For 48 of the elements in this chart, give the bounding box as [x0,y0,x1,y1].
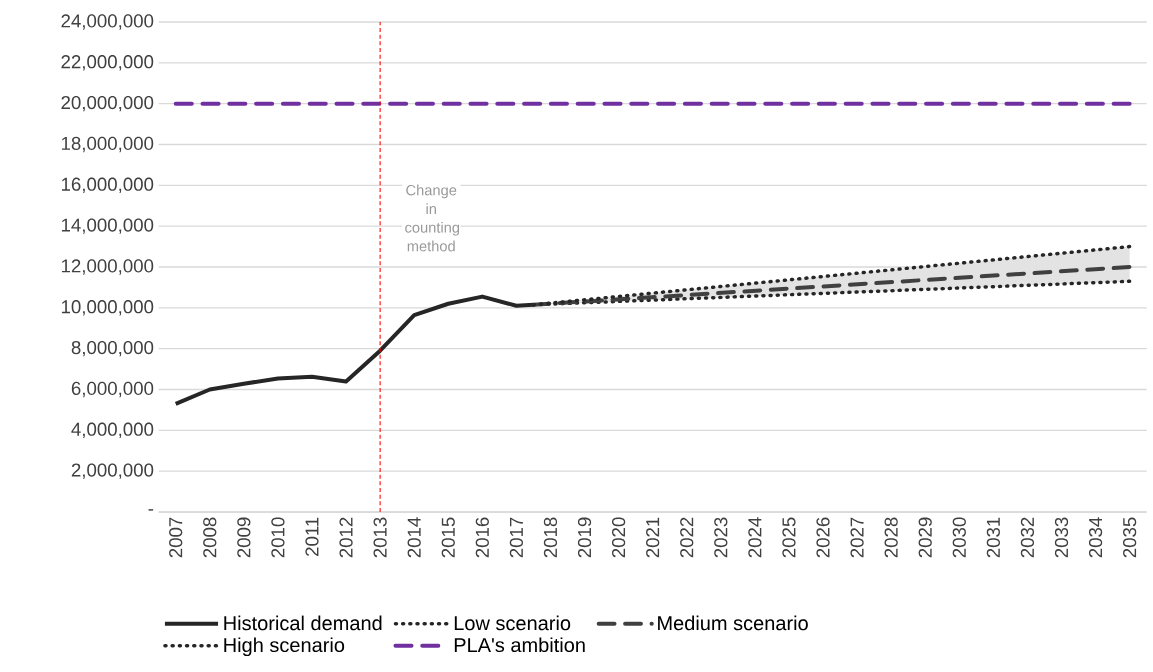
x-tick-label: 2018 [543,517,558,558]
x-tick-label: 2007 [169,517,183,558]
legend-label: Low scenario [454,615,571,631]
x-tick-label: 2017 [509,517,524,558]
ref-line-label: Change in counting method [405,184,460,252]
x-tick-label: 2024 [748,517,762,558]
y-tick-label: - [148,509,154,511]
x-tick-label: 2021 [646,517,660,558]
x-tick-label: 2013 [373,517,387,558]
y-tick-label: 18,000,000 [61,136,154,153]
x-tick-label: 2016 [475,517,489,558]
x-tick-label: 2027 [850,517,864,558]
y-tick-label: 10,000,000 [61,300,154,316]
x-tick-label: 2012 [339,517,353,558]
x-tick-label: 2030 [952,517,966,558]
x-tick-label: 2028 [884,517,898,558]
legend-label: Historical demand [224,615,382,631]
legend-label: PLA's ambition [454,637,585,653]
y-tick-label: 12,000,000 [61,259,154,275]
x-tick-label: 2034 [1088,517,1103,558]
x-tick-label: 2031 [986,517,1000,558]
x-tick-label: 2026 [816,517,830,558]
x-tick-label: 2015 [441,517,455,558]
x-tick-label: 2009 [237,517,251,558]
y-tick-label: 14,000,000 [61,218,154,234]
x-tick-label: 2010 [271,517,285,558]
x-tick-label: 2019 [577,517,592,558]
x-tick-label: 2025 [782,517,796,558]
legend-label: Medium scenario [658,615,808,631]
y-tick-label: 24,000,000 [61,14,154,30]
x-tick-label: 2011 [305,517,319,556]
x-tick-label: 2020 [611,517,626,558]
x-tick-label: 2033 [1054,517,1069,558]
y-tick-label: 16,000,000 [61,177,154,194]
y-tick-label: 2,000,000 [71,463,154,479]
legend-label: High scenario [224,637,345,657]
x-tick-label: 2032 [1020,517,1035,558]
x-tick-label: 2014 [407,517,421,558]
y-tick-label: 4,000,000 [71,422,154,439]
y-tick-label: 8,000,000 [71,340,154,357]
x-tick-label: 2022 [680,517,694,558]
x-tick-label: 2008 [203,517,217,558]
x-tick-label: 2029 [918,517,932,558]
y-tick-label: 22,000,000 [61,55,154,71]
y-tick-label: 20,000,000 [61,95,154,112]
y-tick-label: 6,000,000 [71,381,154,398]
x-tick-label: 2035 [1123,517,1137,558]
x-tick-label: 2023 [714,517,728,558]
